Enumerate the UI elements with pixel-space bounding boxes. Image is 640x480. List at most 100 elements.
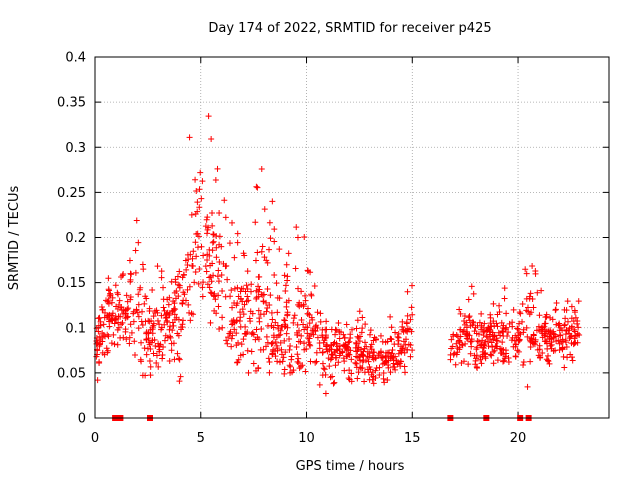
data-point [190,311,197,318]
data-point [120,334,127,341]
data-point [503,310,510,317]
data-point [127,321,134,328]
data-point [467,350,474,357]
data-point [384,349,391,356]
data-point [547,329,554,336]
data-point [273,334,280,341]
data-point [356,308,363,315]
data-point [141,300,148,307]
y-tick-label: 0.05 [57,366,86,381]
data-point [206,246,213,253]
data-point [487,351,494,358]
data-point [556,327,563,334]
data-point [108,316,115,323]
data-point [559,346,566,353]
data-point [153,360,160,367]
data-point [475,331,482,338]
data-point [122,310,129,317]
data-point [268,322,275,329]
data-point [481,320,488,327]
data-point [481,341,488,348]
data-point [398,358,405,365]
data-point [312,359,319,366]
data-point [380,375,387,382]
data-point [340,331,347,338]
data-point [255,293,262,300]
data-point [240,336,247,343]
data-point [372,367,379,374]
data-point [515,336,522,343]
data-point [199,293,206,300]
data-point [502,326,509,333]
data-point [274,358,281,365]
data-point [207,262,214,269]
data-point [127,296,134,303]
data-point [155,343,162,350]
data-point [146,357,153,364]
data-point [488,323,495,330]
data-point [207,319,214,326]
data-point [274,309,281,316]
data-point [204,256,211,263]
data-point [326,363,333,370]
data-point [253,183,260,190]
data-point [380,370,387,377]
data-point [154,263,161,270]
data-point [400,338,407,345]
data-point [564,318,571,325]
data-point [539,349,546,356]
data-point [241,301,248,308]
data-point [538,287,545,294]
data-point [493,337,500,344]
data-point [297,363,304,370]
data-point [368,371,375,378]
data-point [313,322,320,329]
data-point [212,296,219,303]
data-point [283,330,290,337]
data-point [348,356,355,363]
data-point [194,230,201,237]
data-point [387,369,394,376]
data-point [273,280,280,287]
data-point [165,311,172,318]
data-point [100,321,107,328]
data-point [130,318,137,325]
data-point [311,283,318,290]
data-point [332,362,339,369]
data-point [189,263,196,269]
data-point [273,342,280,349]
data-point [552,306,559,313]
data-point [219,324,226,331]
data-point [397,347,404,354]
data-point [137,284,144,291]
data-point [370,337,377,344]
data-point [519,318,526,325]
data-point [205,224,212,231]
data-point [210,231,217,238]
data-point [249,310,256,317]
data-point [258,248,265,255]
data-point [282,288,289,295]
data-point [395,330,402,337]
data-point [302,324,309,331]
data-point [176,378,183,385]
data-point [528,335,535,342]
y-tick-label: 0.3 [65,141,86,156]
data-point [179,300,186,307]
data-point [198,243,205,250]
data-point [532,338,539,345]
data-point [165,301,172,308]
data-point [485,343,492,350]
data-point [131,338,138,345]
data-point [259,243,266,250]
data-point [131,351,138,358]
data-point [234,239,241,246]
data-point [327,341,334,348]
data-point [474,344,481,351]
data-point [467,322,474,329]
data-point [286,346,293,353]
data-point [363,357,370,364]
data-point [388,336,395,343]
data-point [296,365,303,372]
data-point [110,331,117,338]
